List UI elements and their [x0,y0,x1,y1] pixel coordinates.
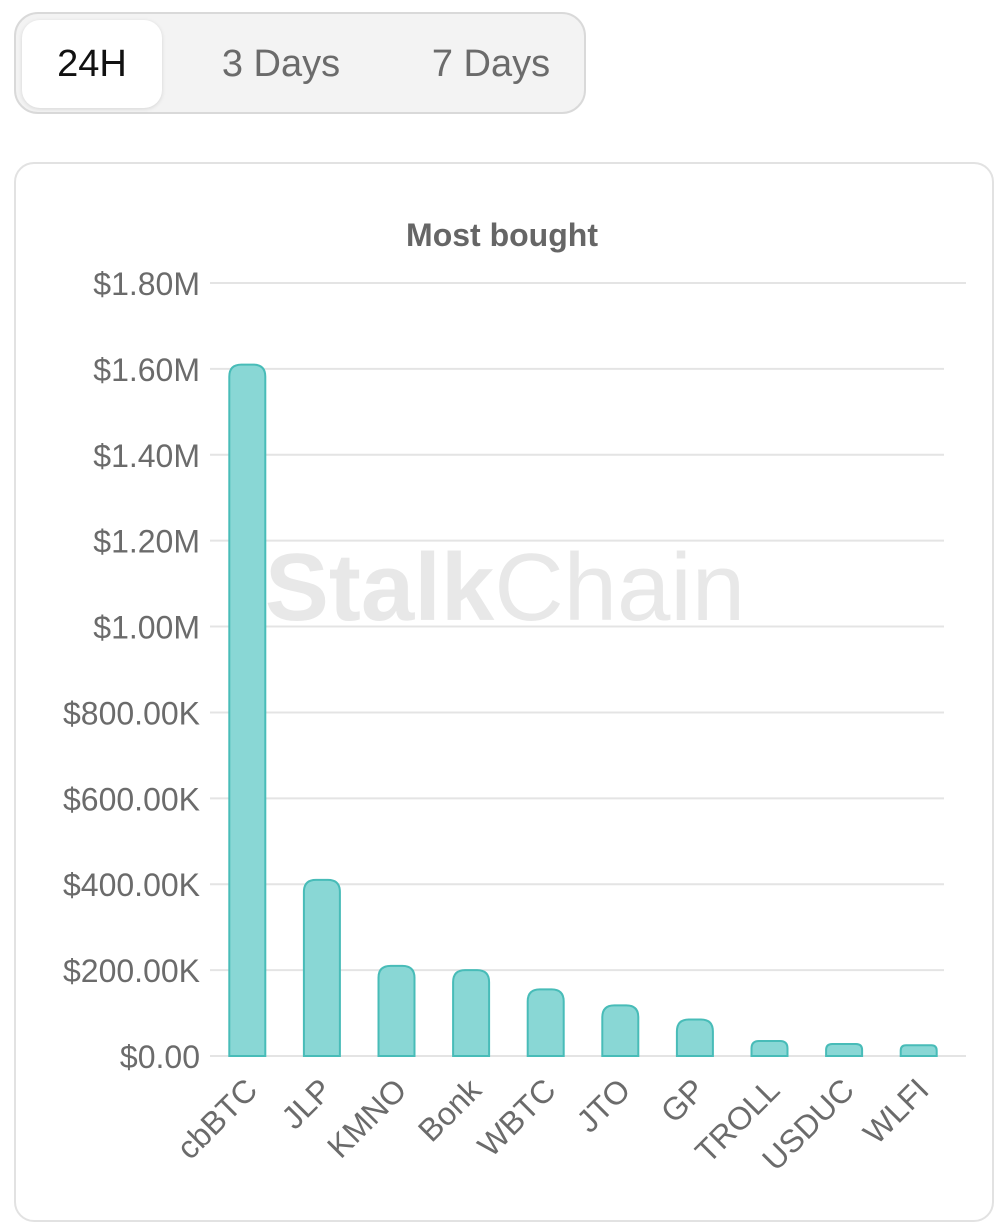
x-tick-label: WBTC [471,1071,563,1163]
tab-7-days[interactable]: 7 Days [431,43,551,85]
x-tick-label: KMNO [320,1071,413,1164]
x-tick-label: JTO [569,1071,637,1139]
time-range-tabs: 24H 3 Days 7 Days [14,12,586,114]
bar-jto[interactable] [601,1004,640,1057]
y-tick-label: $600.00K [63,781,200,817]
y-tick-label: $1.60M [93,352,200,388]
x-tick-label: GP [654,1071,712,1129]
bar-gp[interactable] [675,1018,714,1057]
y-tick-label: $800.00K [63,695,200,731]
bar-troll[interactable] [750,1039,789,1057]
watermark: StalkChain [265,534,745,641]
y-tick-label: $0.00 [120,1039,200,1075]
watermark-light: Chain [494,534,745,641]
y-axis-ticks: $0.00 $200.00K $400.00K $600.00K $800.00K $1.… [63,266,200,1075]
y-tick-label: $1.40M [93,438,200,474]
bar-bonk[interactable] [452,969,491,1057]
bars [228,363,938,1057]
y-tick-label: $1.20M [93,524,200,560]
y-tick-label: $1.80M [93,266,200,302]
bar-wbtc[interactable] [526,988,565,1057]
tab-3-days[interactable]: 3 Days [221,43,341,85]
chart-title: Most bought [406,217,598,253]
bar-wlfi[interactable] [899,1044,938,1057]
x-tick-label: WLFI [856,1071,936,1151]
y-tick-label: $200.00K [63,953,200,989]
bar-cbbtc[interactable] [228,363,267,1057]
watermark-bold: Stalk [265,534,495,641]
x-tick-label: cbBTC [170,1071,265,1166]
y-tick-label: $400.00K [63,867,200,903]
y-tick-label: $1.00M [93,610,200,646]
bar-jlp[interactable] [302,878,341,1057]
bar-usduc[interactable] [825,1042,864,1057]
x-tick-label: JLP [274,1071,338,1135]
tab-24h[interactable]: 24H [22,20,162,108]
bar-kmno[interactable] [377,964,416,1057]
